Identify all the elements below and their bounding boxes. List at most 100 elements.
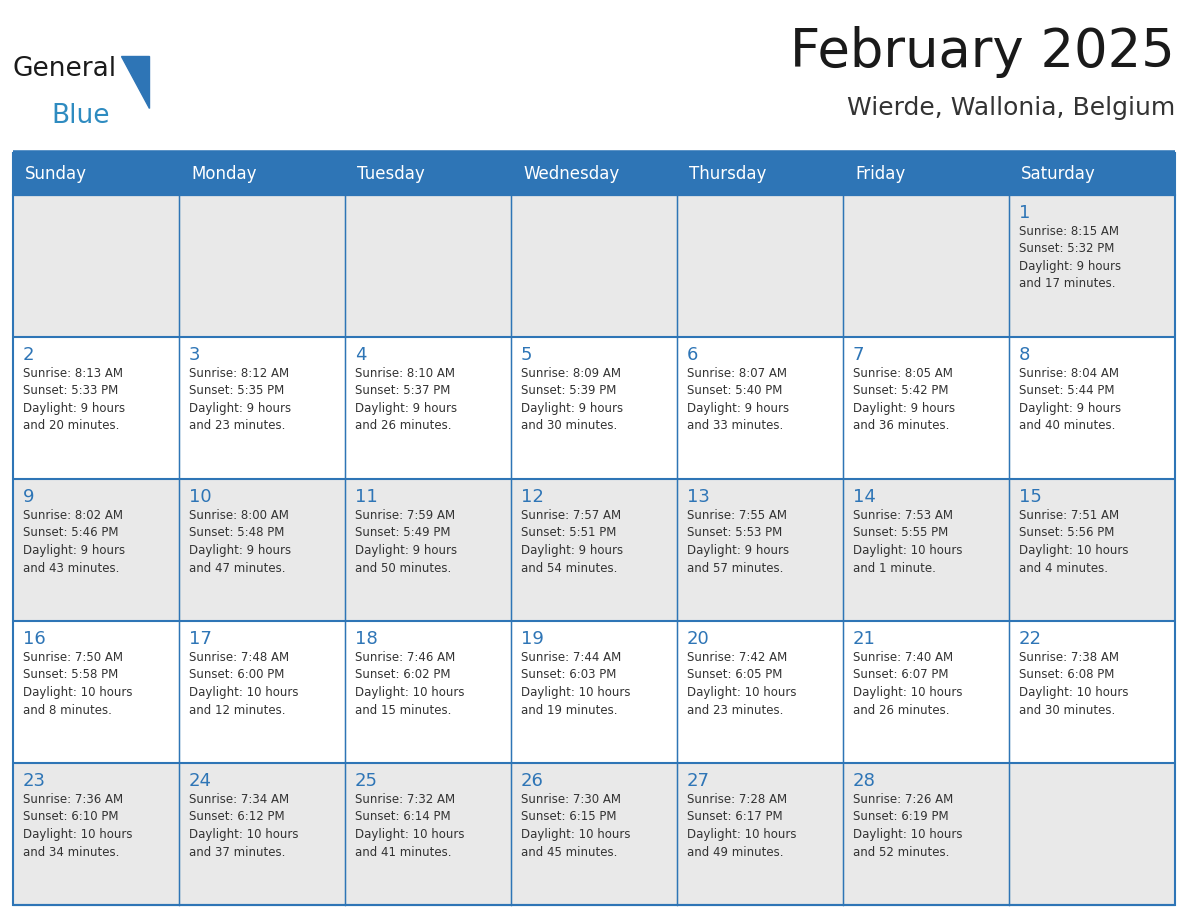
Bar [13,153,1175,195]
Text: Tuesday: Tuesday [358,165,425,183]
Text: Sunrise: 8:07 AM
Sunset: 5:40 PM
Daylight: 9 hours
and 33 minutes.: Sunrise: 8:07 AM Sunset: 5:40 PM Dayligh… [687,367,789,432]
Text: Sunrise: 8:04 AM
Sunset: 5:44 PM
Daylight: 9 hours
and 40 minutes.: Sunrise: 8:04 AM Sunset: 5:44 PM Dayligh… [1019,367,1121,432]
Text: Sunday: Sunday [25,165,87,183]
Bar [843,479,1009,621]
Text: 25: 25 [355,772,378,790]
Bar [843,621,1009,763]
Text: Sunrise: 7:28 AM
Sunset: 6:17 PM
Daylight: 10 hours
and 49 minutes.: Sunrise: 7:28 AM Sunset: 6:17 PM Dayligh… [687,793,796,858]
Bar [511,195,677,337]
Text: Sunrise: 7:36 AM
Sunset: 6:10 PM
Daylight: 10 hours
and 34 minutes.: Sunrise: 7:36 AM Sunset: 6:10 PM Dayligh… [23,793,133,858]
Bar [677,763,843,905]
Text: 17: 17 [189,630,211,648]
Text: Sunrise: 7:46 AM
Sunset: 6:02 PM
Daylight: 10 hours
and 15 minutes.: Sunrise: 7:46 AM Sunset: 6:02 PM Dayligh… [355,651,465,717]
Text: 18: 18 [355,630,378,648]
Text: Sunrise: 8:15 AM
Sunset: 5:32 PM
Daylight: 9 hours
and 17 minutes.: Sunrise: 8:15 AM Sunset: 5:32 PM Dayligh… [1019,225,1121,290]
Text: Sunrise: 7:55 AM
Sunset: 5:53 PM
Daylight: 9 hours
and 57 minutes.: Sunrise: 7:55 AM Sunset: 5:53 PM Dayligh… [687,509,789,575]
Text: 6: 6 [687,346,699,364]
Bar [677,621,843,763]
Bar [13,621,179,763]
Bar [1009,621,1175,763]
Bar [13,195,179,337]
Text: 28: 28 [853,772,876,790]
Text: Sunrise: 7:26 AM
Sunset: 6:19 PM
Daylight: 10 hours
and 52 minutes.: Sunrise: 7:26 AM Sunset: 6:19 PM Dayligh… [853,793,962,858]
Text: 23: 23 [23,772,46,790]
Bar [179,337,345,479]
Bar [843,195,1009,337]
Text: 4: 4 [355,346,367,364]
Text: Sunrise: 7:44 AM
Sunset: 6:03 PM
Daylight: 10 hours
and 19 minutes.: Sunrise: 7:44 AM Sunset: 6:03 PM Dayligh… [522,651,631,717]
Bar [345,479,511,621]
Bar [13,763,179,905]
Bar [13,195,1175,905]
Text: Sunrise: 7:34 AM
Sunset: 6:12 PM
Daylight: 10 hours
and 37 minutes.: Sunrise: 7:34 AM Sunset: 6:12 PM Dayligh… [189,793,298,858]
Text: Thursday: Thursday [689,165,766,183]
Bar [345,621,511,763]
Text: 9: 9 [23,488,34,506]
Text: Sunrise: 7:59 AM
Sunset: 5:49 PM
Daylight: 9 hours
and 50 minutes.: Sunrise: 7:59 AM Sunset: 5:49 PM Dayligh… [355,509,457,575]
Text: Sunrise: 8:12 AM
Sunset: 5:35 PM
Daylight: 9 hours
and 23 minutes.: Sunrise: 8:12 AM Sunset: 5:35 PM Dayligh… [189,367,291,432]
Text: General: General [13,56,118,82]
Text: Wednesday: Wednesday [523,165,619,183]
Text: Sunrise: 7:40 AM
Sunset: 6:07 PM
Daylight: 10 hours
and 26 minutes.: Sunrise: 7:40 AM Sunset: 6:07 PM Dayligh… [853,651,962,717]
Text: Wierde, Wallonia, Belgium: Wierde, Wallonia, Belgium [847,96,1175,120]
Bar [1009,337,1175,479]
Bar [511,621,677,763]
Polygon shape [121,56,148,108]
Text: 26: 26 [522,772,544,790]
Text: 19: 19 [522,630,544,648]
Bar [843,763,1009,905]
Text: 13: 13 [687,488,710,506]
Text: Friday: Friday [855,165,905,183]
Bar [345,763,511,905]
Bar [1009,763,1175,905]
Bar [345,337,511,479]
Text: Saturday: Saturday [1020,165,1095,183]
Bar [345,195,511,337]
Bar [1009,195,1175,337]
Text: 7: 7 [853,346,865,364]
Bar [179,195,345,337]
Bar [511,479,677,621]
Bar [677,337,843,479]
Text: Sunrise: 7:48 AM
Sunset: 6:00 PM
Daylight: 10 hours
and 12 minutes.: Sunrise: 7:48 AM Sunset: 6:00 PM Dayligh… [189,651,298,717]
Text: 5: 5 [522,346,532,364]
Text: 8: 8 [1019,346,1030,364]
Bar [13,337,179,479]
Text: 2: 2 [23,346,34,364]
Bar [511,763,677,905]
Text: 20: 20 [687,630,709,648]
Text: Sunrise: 7:32 AM
Sunset: 6:14 PM
Daylight: 10 hours
and 41 minutes.: Sunrise: 7:32 AM Sunset: 6:14 PM Dayligh… [355,793,465,858]
Text: Sunrise: 7:38 AM
Sunset: 6:08 PM
Daylight: 10 hours
and 30 minutes.: Sunrise: 7:38 AM Sunset: 6:08 PM Dayligh… [1019,651,1129,717]
Text: 1: 1 [1019,204,1030,222]
Bar [13,479,179,621]
Text: Monday: Monday [191,165,257,183]
Text: 22: 22 [1019,630,1042,648]
Bar [1009,479,1175,621]
Text: 15: 15 [1019,488,1042,506]
Bar [179,763,345,905]
Bar [13,153,1175,195]
Text: Sunrise: 8:00 AM
Sunset: 5:48 PM
Daylight: 9 hours
and 47 minutes.: Sunrise: 8:00 AM Sunset: 5:48 PM Dayligh… [189,509,291,575]
Text: 27: 27 [687,772,710,790]
Bar [677,195,843,337]
Text: 24: 24 [189,772,211,790]
Text: Sunrise: 8:09 AM
Sunset: 5:39 PM
Daylight: 9 hours
and 30 minutes.: Sunrise: 8:09 AM Sunset: 5:39 PM Dayligh… [522,367,624,432]
Text: Sunrise: 8:10 AM
Sunset: 5:37 PM
Daylight: 9 hours
and 26 minutes.: Sunrise: 8:10 AM Sunset: 5:37 PM Dayligh… [355,367,457,432]
Text: Sunrise: 7:51 AM
Sunset: 5:56 PM
Daylight: 10 hours
and 4 minutes.: Sunrise: 7:51 AM Sunset: 5:56 PM Dayligh… [1019,509,1129,575]
Text: 16: 16 [23,630,46,648]
Bar [511,337,677,479]
Text: Sunrise: 7:50 AM
Sunset: 5:58 PM
Daylight: 10 hours
and 8 minutes.: Sunrise: 7:50 AM Sunset: 5:58 PM Dayligh… [23,651,133,717]
Text: Sunrise: 7:30 AM
Sunset: 6:15 PM
Daylight: 10 hours
and 45 minutes.: Sunrise: 7:30 AM Sunset: 6:15 PM Dayligh… [522,793,631,858]
Bar [677,479,843,621]
Text: 12: 12 [522,488,544,506]
Text: Sunrise: 8:02 AM
Sunset: 5:46 PM
Daylight: 9 hours
and 43 minutes.: Sunrise: 8:02 AM Sunset: 5:46 PM Dayligh… [23,509,125,575]
Text: Sunrise: 7:53 AM
Sunset: 5:55 PM
Daylight: 10 hours
and 1 minute.: Sunrise: 7:53 AM Sunset: 5:55 PM Dayligh… [853,509,962,575]
Text: 3: 3 [189,346,201,364]
Text: 14: 14 [853,488,876,506]
Text: Blue: Blue [51,103,109,129]
Text: February 2025: February 2025 [790,26,1175,78]
Text: Sunrise: 7:57 AM
Sunset: 5:51 PM
Daylight: 9 hours
and 54 minutes.: Sunrise: 7:57 AM Sunset: 5:51 PM Dayligh… [522,509,624,575]
Text: Sunrise: 8:13 AM
Sunset: 5:33 PM
Daylight: 9 hours
and 20 minutes.: Sunrise: 8:13 AM Sunset: 5:33 PM Dayligh… [23,367,125,432]
Bar [179,479,345,621]
Bar [843,337,1009,479]
